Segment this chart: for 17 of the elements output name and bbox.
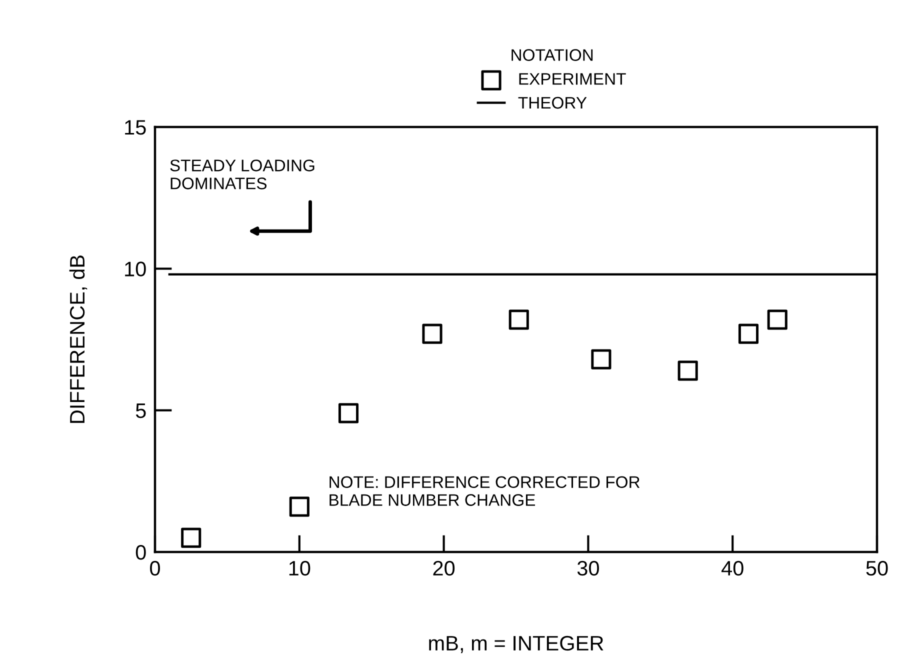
legend-label: THEORY	[518, 96, 587, 109]
x-tick-label: 30	[577, 560, 599, 576]
legend-title: NOTATION	[512, 49, 593, 61]
x-tick-label: 40	[721, 560, 744, 576]
x-tick-label: 10	[289, 560, 310, 576]
y-tick-label: 0	[136, 545, 146, 560]
x-tick-label: 0	[150, 560, 160, 576]
legend-label: EXPERIMENT	[519, 73, 626, 85]
y-axis-title: DIFFERENCE, dB	[69, 256, 88, 423]
y-tick-label: 10	[125, 262, 146, 276]
x-tick-label: 50	[866, 560, 888, 576]
y-tick-label: 5	[136, 404, 146, 418]
annotation: NOTE: DIFFERENCE CORRECTED FOR BLADE NUMBER CHANGE	[330, 476, 640, 506]
annotation: STEADY LOADING DOMINATES	[170, 160, 314, 190]
x-tick-label: 20	[433, 560, 455, 576]
x-axis-title: mB, m = INTEGER	[429, 636, 604, 654]
y-tick-label: 15	[125, 120, 146, 135]
